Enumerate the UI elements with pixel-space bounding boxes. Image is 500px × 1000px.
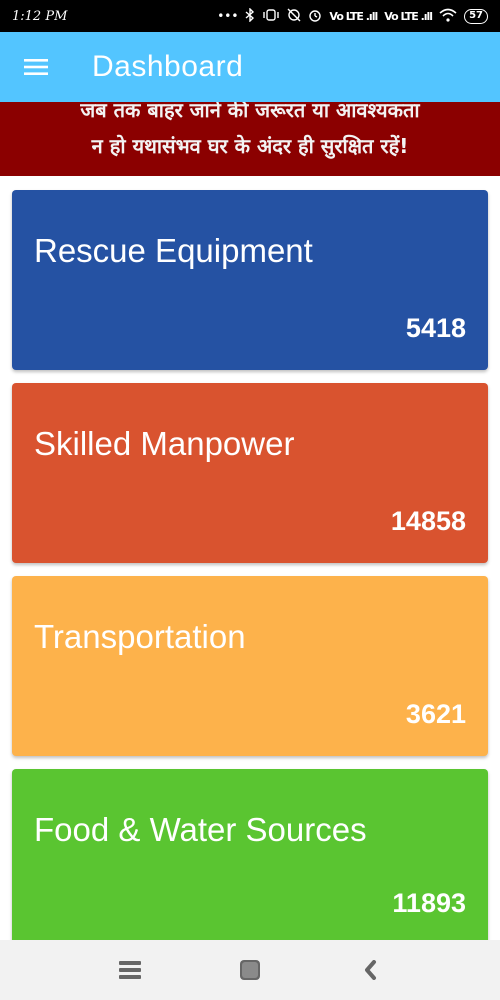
signal-icon: Vo LTE .ıll [329,9,378,23]
wifi-icon [439,8,457,25]
card-title: Transportation [34,618,246,655]
dots-icon: ••• [217,9,239,23]
status-time: 1:12 PM [12,8,68,24]
alarm-icon [308,8,322,25]
card-title: Food & Water Sources [34,811,367,848]
card-value: 3621 [405,699,466,729]
card-value: 14858 [390,506,466,536]
vibrate-icon [262,8,280,24]
status-bar: 1:12 PM ••• Vo LTE .ıll Vo LTE .ıll 57 [0,0,500,32]
signal-icon: Vo LTE .ıll [384,9,433,23]
hamburger-menu-icon[interactable] [0,32,72,102]
home-icon[interactable] [230,950,270,990]
banner-line-2: न हो यथासंभव घर के अंदर ही सुरक्षित रहें… [91,134,409,158]
status-icons: ••• Vo LTE .ıll Vo LTE .ıll 57 [217,6,488,25]
bluetooth-icon [245,6,255,25]
battery-icon: 57 [464,8,488,24]
page-title: Dashboard [92,50,244,83]
warning-banner: जब तक बाहर जाने की जरूरत या आवश्यकता न ह… [0,90,500,176]
back-icon[interactable] [350,950,390,990]
system-nav-bar [0,940,500,1000]
card-value: 5418 [405,313,466,343]
recent-apps-icon[interactable] [110,950,150,990]
card-rescue-equipment[interactable]: Rescue Equipment 5418 [12,190,488,370]
card-title: Rescue Equipment [34,232,313,269]
card-skilled-manpower[interactable]: Skilled Manpower 14858 [12,383,488,563]
dashboard-cards: Rescue Equipment 5418 Skilled Manpower 1… [12,190,488,958]
card-food-water-sources[interactable]: Food & Water Sources 11893 [12,769,488,945]
card-value: 11893 [392,888,466,918]
card-title: Skilled Manpower [34,425,295,462]
banner-line-1: जब तक बाहर जाने की जरूरत या आवश्यकता [80,98,420,122]
card-transportation[interactable]: Transportation 3621 [12,576,488,756]
app-bar: Dashboard [0,32,500,102]
alarm-off-icon [287,8,301,25]
